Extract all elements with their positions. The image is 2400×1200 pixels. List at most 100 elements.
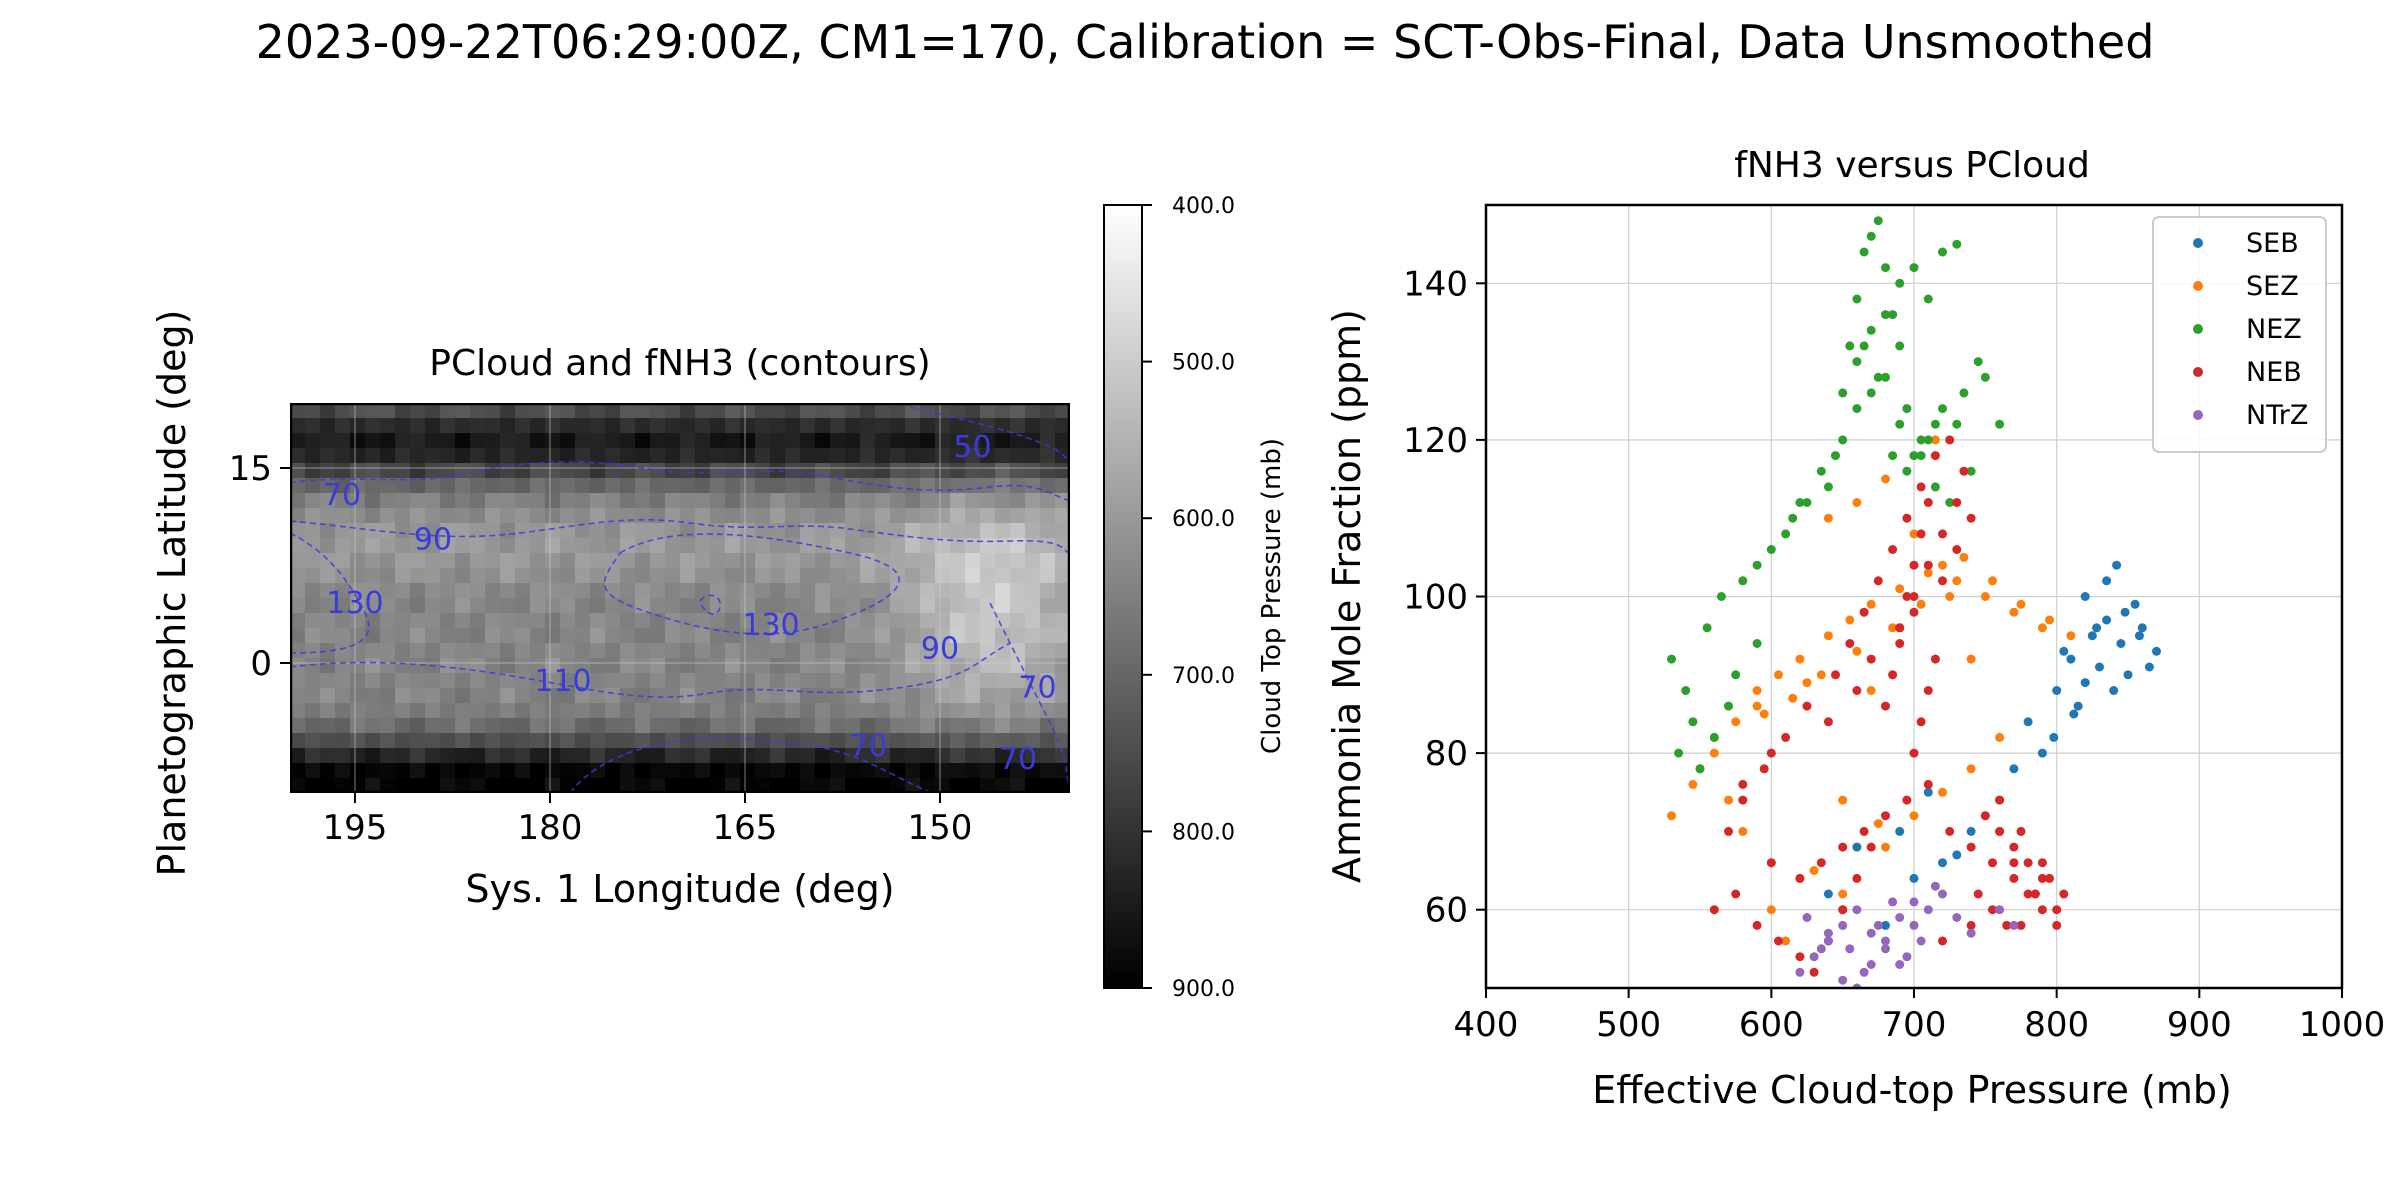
heatmap-cell bbox=[755, 703, 771, 719]
heatmap-cell bbox=[620, 778, 636, 793]
heatmap-cell bbox=[710, 403, 726, 419]
heatmap-cell bbox=[965, 703, 981, 719]
heatmap-cell bbox=[440, 463, 456, 479]
heatmap-cell bbox=[920, 628, 936, 644]
heatmap-cell bbox=[380, 613, 396, 629]
heatmap-cell bbox=[890, 628, 906, 644]
heatmap-cell bbox=[335, 418, 351, 434]
heatmap-cell bbox=[335, 658, 351, 674]
heatmap-cell bbox=[965, 463, 981, 479]
scatter-point bbox=[1788, 513, 1798, 523]
heatmap-cell bbox=[695, 583, 711, 599]
heatmap-cell bbox=[1040, 688, 1056, 704]
heatmap-cell bbox=[1010, 718, 1026, 734]
heatmap-cell bbox=[725, 433, 741, 449]
heatmap-cell bbox=[440, 733, 456, 749]
heatmap-cell bbox=[425, 523, 441, 539]
heatmap-cell bbox=[410, 673, 426, 689]
heatmap-cell bbox=[485, 598, 501, 614]
scatter-ytick-label: 140 bbox=[1403, 264, 1468, 304]
heatmap-cell bbox=[515, 553, 531, 569]
heatmap-cell bbox=[890, 748, 906, 764]
heatmap-cell bbox=[785, 403, 801, 419]
heatmap-cell bbox=[410, 598, 426, 614]
heatmap-cell bbox=[695, 478, 711, 494]
heatmap-cell bbox=[1040, 733, 1056, 749]
heatmap-cell bbox=[1040, 403, 1056, 419]
heatmap-cell bbox=[335, 628, 351, 644]
heatmap-cell bbox=[1055, 583, 1070, 599]
scatter-point bbox=[2023, 717, 2033, 727]
heatmap-cell bbox=[320, 763, 336, 779]
scatter-point bbox=[1831, 670, 1840, 680]
scatter-point bbox=[1952, 498, 1962, 507]
heatmap-cell bbox=[725, 403, 741, 419]
heatmap-cell bbox=[1040, 598, 1056, 614]
heatmap-cell bbox=[350, 718, 366, 734]
scatter-point bbox=[1859, 826, 1869, 836]
heatmap-cell bbox=[500, 448, 516, 464]
heatmap-cell bbox=[845, 748, 861, 764]
heatmap-cell bbox=[395, 583, 411, 599]
heatmap-cell bbox=[875, 463, 891, 479]
heatmap-cell bbox=[1055, 538, 1070, 554]
heatmap-cell bbox=[710, 628, 726, 644]
scatter-point bbox=[1916, 717, 1926, 727]
heatmap-cell bbox=[680, 493, 696, 509]
heatmap-cell bbox=[620, 403, 636, 419]
heatmap-cell bbox=[980, 418, 996, 434]
scatter-point bbox=[2023, 858, 2033, 868]
heatmap-cell bbox=[1040, 778, 1056, 793]
heatmap-cell bbox=[545, 553, 561, 569]
heatmap-cell bbox=[500, 628, 516, 644]
heatmap-cell bbox=[905, 433, 921, 449]
heatmap-cell bbox=[695, 538, 711, 554]
heatmap-xlabel: Sys. 1 Longitude (deg) bbox=[465, 867, 894, 911]
scatter-point bbox=[1938, 936, 1947, 946]
heatmap-cell bbox=[650, 628, 666, 644]
heatmap-cell bbox=[830, 463, 846, 479]
legend-label: NEZ bbox=[2246, 314, 2302, 345]
heatmap-cell bbox=[680, 433, 696, 449]
heatmap-cell bbox=[575, 598, 591, 614]
heatmap-cell bbox=[560, 598, 576, 614]
heatmap-cell bbox=[800, 598, 816, 614]
heatmap-cell bbox=[950, 463, 966, 479]
heatmap-cell bbox=[950, 778, 966, 793]
heatmap-cell bbox=[365, 643, 381, 659]
heatmap-cell bbox=[890, 478, 906, 494]
heatmap-cell bbox=[425, 538, 441, 554]
heatmap-cell bbox=[1040, 538, 1056, 554]
scatter-point bbox=[1852, 646, 1862, 656]
heatmap-cell bbox=[320, 463, 336, 479]
contour-line-110 bbox=[290, 642, 1011, 698]
scatter-point bbox=[1695, 764, 1705, 774]
heatmap-cell bbox=[305, 493, 321, 509]
heatmap-cell bbox=[710, 553, 726, 569]
heatmap-cell bbox=[920, 478, 936, 494]
legend-box bbox=[2152, 216, 2327, 453]
contour-line-130-west bbox=[290, 532, 370, 654]
heatmap-cell bbox=[725, 643, 741, 659]
heatmap-cell bbox=[815, 418, 831, 434]
heatmap-cell bbox=[1040, 568, 1056, 584]
heatmap-cell bbox=[815, 448, 831, 464]
heatmap-cell bbox=[380, 508, 396, 524]
heatmap-cell bbox=[980, 463, 996, 479]
heatmap-cell bbox=[320, 703, 336, 719]
heatmap-cell bbox=[695, 508, 711, 524]
heatmap-cell bbox=[605, 688, 621, 704]
heatmap-cell bbox=[920, 718, 936, 734]
heatmap-cell bbox=[650, 508, 666, 524]
legend-marker bbox=[2193, 324, 2203, 334]
heatmap-cell bbox=[860, 673, 876, 689]
heatmap-cell bbox=[935, 688, 951, 704]
heatmap-cell bbox=[845, 733, 861, 749]
heatmap-cell bbox=[575, 583, 591, 599]
heatmap-cell bbox=[1025, 643, 1041, 659]
scatter-point bbox=[1738, 576, 1748, 586]
heatmap-cell bbox=[755, 493, 771, 509]
legend-label: NEB bbox=[2246, 357, 2302, 388]
heatmap-cell bbox=[905, 718, 921, 734]
heatmap-cell bbox=[905, 748, 921, 764]
